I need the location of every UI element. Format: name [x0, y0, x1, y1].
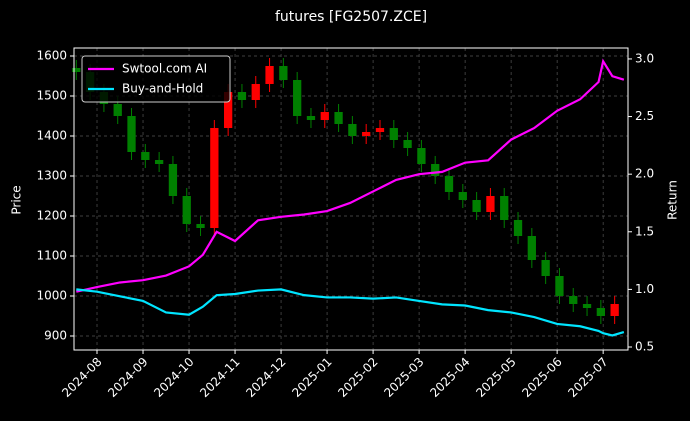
- x-tick-label: 2025-06: [519, 355, 564, 400]
- candle-body: [237, 92, 247, 100]
- y-tick-label: 1000: [36, 289, 67, 303]
- candle-body: [486, 196, 495, 212]
- candle-body: [168, 164, 178, 196]
- candle-body: [444, 176, 454, 192]
- y2-tick-label: 2.0: [635, 167, 654, 181]
- y-tick-label: 1100: [36, 249, 67, 263]
- candle-body: [72, 68, 81, 72]
- candle-body: [569, 296, 578, 304]
- y2-tick-label: 0.5: [635, 340, 654, 354]
- y2-tick-label: 1.0: [635, 282, 654, 296]
- chart-title: futures [FG2507.ZCE]: [275, 9, 427, 25]
- candle-body: [389, 128, 398, 140]
- candle-body: [362, 132, 371, 136]
- candle-body: [320, 112, 329, 120]
- y-tick-label: 1200: [36, 209, 67, 223]
- legend-box: [81, 55, 231, 103]
- candle-body: [472, 200, 481, 212]
- y-tick-label: 1600: [36, 49, 67, 63]
- legend-label: Swtool.com AI: [122, 62, 207, 76]
- candle-body: [279, 66, 288, 80]
- y2-tick-label: 3.0: [635, 51, 654, 65]
- candle-body: [113, 104, 122, 116]
- candle-body: [306, 116, 316, 120]
- x-tick-label: 2025-04: [427, 355, 472, 400]
- candle-body: [154, 160, 164, 164]
- candle-body: [555, 276, 564, 296]
- candle-body: [527, 236, 536, 260]
- y2-tick-label: 2.5: [635, 109, 654, 123]
- x-tick-label: 2025-05: [473, 355, 518, 400]
- candle-body: [127, 116, 136, 152]
- candle-body: [458, 192, 467, 200]
- y2-tick-label: 1.5: [635, 224, 654, 238]
- y-axis-label: Price: [10, 185, 24, 214]
- y-tick-label: 1400: [36, 129, 67, 143]
- x-tick-label: 2024-10: [151, 355, 196, 400]
- y2-axis-label: Return: [666, 180, 680, 220]
- legend-label: Buy-and-Hold: [122, 82, 203, 96]
- candle-body: [334, 112, 343, 124]
- x-tick-label: 2024-11: [197, 355, 242, 400]
- x-tick-label: 2024-09: [105, 355, 150, 400]
- x-tick-label: 2024-08: [59, 355, 104, 400]
- candle-body: [596, 308, 605, 316]
- candle-body: [196, 224, 205, 228]
- x-tick-label: 2025-07: [565, 355, 610, 400]
- candle-body: [513, 220, 523, 236]
- series-line: [76, 288, 625, 337]
- x-tick-label: 2024-12: [243, 355, 288, 400]
- candle-body: [403, 140, 412, 148]
- candle-body: [417, 148, 426, 164]
- candle-body: [141, 152, 150, 160]
- candle-body: [375, 128, 385, 132]
- candle-body: [431, 164, 440, 176]
- candle-body: [500, 196, 509, 220]
- candle-body: [210, 128, 219, 228]
- y-tick-label: 1300: [36, 169, 67, 183]
- x-tick-label: 2025-03: [381, 355, 426, 400]
- candle-body: [265, 66, 274, 84]
- y-tick-label: 1500: [36, 89, 67, 103]
- y-tick-label: 900: [44, 329, 67, 343]
- candle-body: [251, 84, 260, 100]
- candle-body: [293, 80, 302, 116]
- candle-body: [541, 260, 550, 276]
- candle-body: [582, 304, 592, 308]
- series-line: [76, 58, 625, 293]
- plot-frame: [73, 47, 629, 351]
- candle-body: [610, 304, 619, 316]
- x-tick-label: 2025-02: [335, 355, 380, 400]
- candle-body: [182, 196, 191, 224]
- x-tick-label: 2025-01: [289, 355, 334, 400]
- candle-body: [348, 124, 357, 136]
- candle-body: [224, 92, 233, 128]
